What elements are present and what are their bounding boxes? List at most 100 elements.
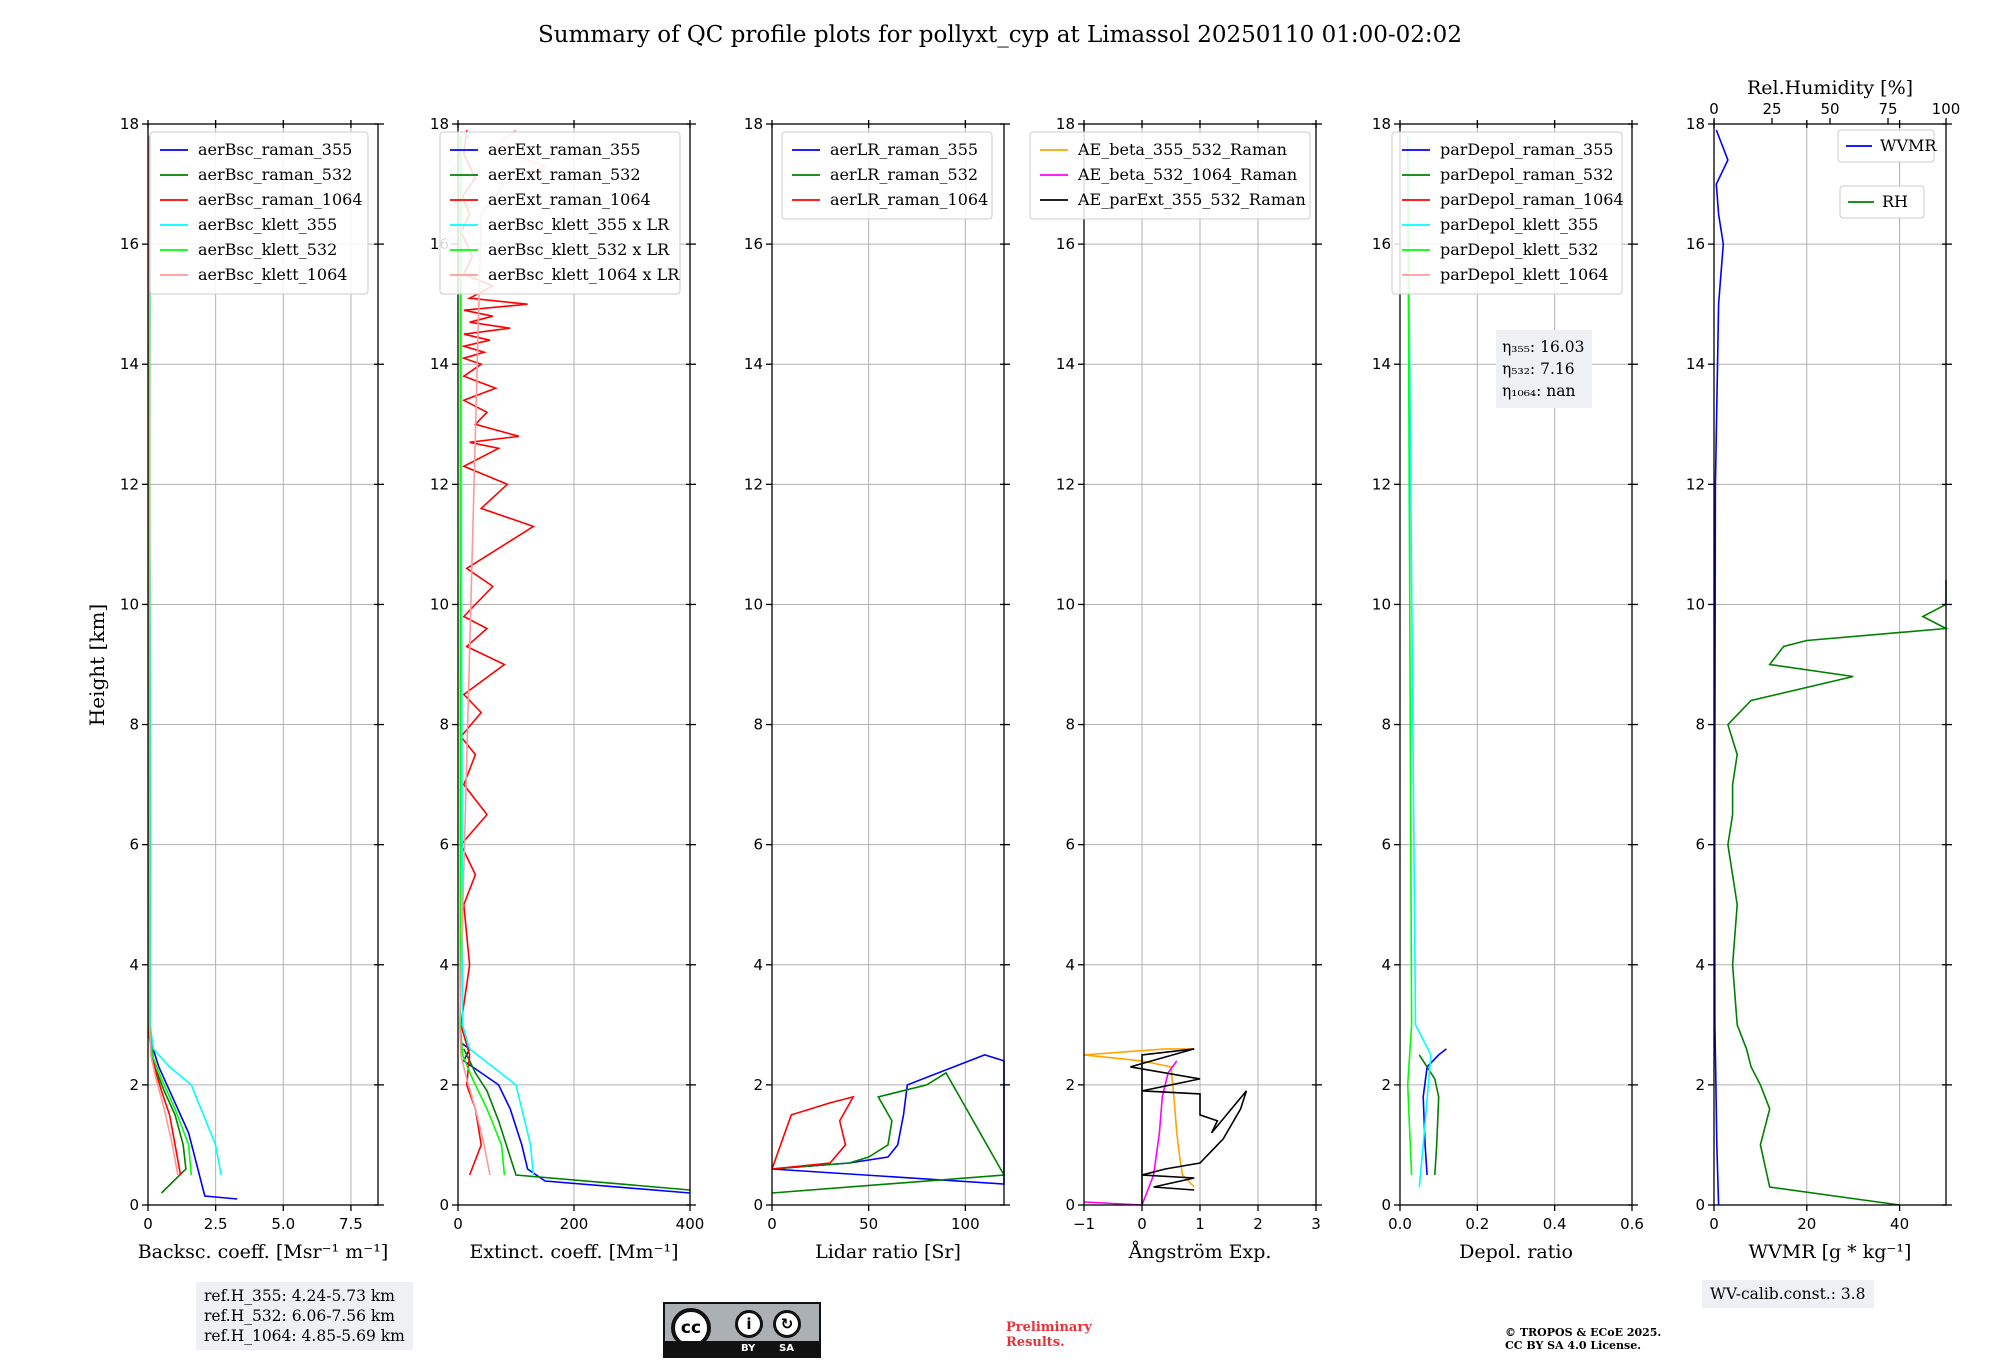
legend-box: [439, 131, 681, 295]
legend-label: aerExt_raman_355: [488, 140, 641, 159]
ytick-label: 6: [1695, 836, 1705, 854]
series-line-aerLR_raman_532: [771, 1071, 1006, 1194]
legend-label: aerBsc_klett_532: [198, 240, 337, 259]
ytick-label: 14: [1686, 355, 1705, 373]
xtick-label: 200: [560, 1215, 589, 1233]
legend-label: parDepol_raman_355: [1440, 140, 1613, 159]
axes-frame: [147, 123, 379, 1206]
legend-label: RH: [1882, 192, 1908, 211]
xtick-label: 0: [1709, 1215, 1719, 1233]
xtick-label: 50: [859, 1215, 878, 1233]
ytick-label: 10: [744, 595, 763, 613]
ytick-label: 2: [129, 1076, 139, 1094]
ytick-label: 18: [1056, 115, 1075, 133]
xtick-label: 0.2: [1465, 1215, 1489, 1233]
reference-height-box: ref.H_355: 4.24-5.73 km ref.H_532: 6.06-…: [196, 1282, 413, 1350]
ytick-label: 10: [1686, 595, 1705, 613]
ytick-label: 0: [1381, 1196, 1391, 1214]
ytick-label: 10: [1056, 595, 1075, 613]
ytick-label: 8: [129, 716, 139, 734]
xtick-label: 5.0: [271, 1215, 295, 1233]
ytick-label: 4: [439, 956, 449, 974]
copyright-note: © TROPOS & ECoE 2025. CC BY SA 4.0 Licens…: [1505, 1326, 1662, 1352]
xtick-label: 400: [676, 1215, 705, 1233]
legend-label: aerLR_raman_532: [830, 165, 978, 184]
legend-label: aerExt_raman_1064: [488, 190, 651, 209]
ytick-label: 16: [1372, 235, 1391, 253]
series-line-RH: [1726, 580, 1949, 1206]
ytick-label: 6: [1381, 836, 1391, 854]
share-alike-icon: ↻: [773, 1310, 801, 1338]
legend-box: [1029, 131, 1311, 220]
by-label: BY: [741, 1343, 756, 1354]
eta-box: [1496, 330, 1592, 408]
legend-label: parDepol_raman_532: [1440, 165, 1613, 184]
xtick-label: 2: [1253, 1215, 1263, 1233]
legend-label: aerLR_raman_1064: [830, 190, 988, 209]
ytick-label: 16: [120, 235, 139, 253]
axes-frame: [771, 123, 1005, 1206]
series-line-aerBsc_raman_532: [148, 136, 187, 1194]
ytick-label: 2: [753, 1076, 763, 1094]
xtick-label: 0: [453, 1215, 463, 1233]
ytick-label: 18: [430, 115, 449, 133]
xtick-label: −1: [1073, 1215, 1095, 1233]
eta-value: η₃₅₅: 16.03: [1502, 338, 1584, 356]
ref-height-532: ref.H_532: 6.06-7.56 km: [204, 1307, 395, 1325]
secondary-xtick-label: 50: [1820, 100, 1839, 118]
xtick-label: 0.4: [1543, 1215, 1567, 1233]
subplot-5: 0 2 4 6 8 10 12 14 16 18 0.0 0.2 0.4 0.6 Depol. ratio p…: [1372, 115, 1644, 1263]
ytick-label: 0: [439, 1196, 449, 1214]
legend-label: AE_beta_355_532_Raman: [1077, 140, 1287, 159]
xtick-label: 0: [143, 1215, 153, 1233]
series-line-aerBsc_klett_355 x LR: [460, 135, 535, 1176]
ref-height-355: ref.H_355: 4.24-5.73 km: [204, 1287, 395, 1305]
eta-value: η₅₃₂: 7.16: [1502, 360, 1575, 378]
ytick-label: 18: [120, 115, 139, 133]
ytick-label: 14: [1372, 355, 1391, 373]
legend-label: parDepol_klett_355: [1440, 215, 1598, 234]
ytick-label: 8: [753, 716, 763, 734]
x-axis-label: Backsc. coeff. [Msr⁻¹ m⁻¹]: [138, 1241, 389, 1263]
ytick-label: 16: [1686, 235, 1705, 253]
legend-box: [781, 131, 993, 220]
legend-label: parDepol_raman_1064: [1440, 190, 1624, 209]
legend-box: [1391, 131, 1623, 295]
series-line-WVMR: [1713, 129, 1729, 1206]
xtick-label: 0: [767, 1215, 777, 1233]
subplot-3: 0 2 4 6 8 10 12 14 16 18 0 50 100 Lidar ratio [Sr] aer…: [744, 115, 1010, 1263]
secondary-xtick-label: 25: [1762, 100, 1781, 118]
axes-frame: [1399, 123, 1633, 1206]
legend-label: aerBsc_raman_1064: [198, 190, 363, 209]
ytick-label: 4: [1065, 956, 1075, 974]
xtick-label: 0: [1137, 1215, 1147, 1233]
sa-label: SA: [779, 1343, 794, 1354]
legend-label: aerBsc_klett_532 x LR: [488, 240, 670, 259]
person-icon: i: [735, 1310, 763, 1338]
secondary-axis-label: Rel.Humidity [%]: [1747, 77, 1913, 99]
ytick-label: 0: [129, 1196, 139, 1214]
series-line-parDepol_klett_355: [1406, 135, 1432, 1188]
secondary-xtick-label: 0: [1709, 100, 1719, 118]
ytick-label: 12: [1056, 475, 1075, 493]
legend-label: AE_parExt_355_532_Raman: [1077, 190, 1306, 209]
legend-label: parDepol_klett_1064: [1440, 265, 1609, 284]
legend-box: [1839, 185, 1925, 219]
ytick-label: 2: [1695, 1076, 1705, 1094]
xtick-label: 0.0: [1388, 1215, 1412, 1233]
legend-label: aerBsc_klett_1064 x LR: [488, 265, 680, 284]
preliminary-note: Preliminary Results.: [1006, 1320, 1092, 1350]
ytick-label: 12: [120, 475, 139, 493]
ytick-label: 12: [1686, 475, 1705, 493]
x-axis-label: Depol. ratio: [1459, 1241, 1573, 1263]
axes-frame: [1713, 123, 1947, 1206]
ytick-label: 14: [1056, 355, 1075, 373]
ytick-label: 6: [439, 836, 449, 854]
ytick-label: 18: [1372, 115, 1391, 133]
legend-label: WVMR: [1880, 136, 1937, 155]
ytick-label: 12: [1372, 475, 1391, 493]
ytick-label: 6: [1065, 836, 1075, 854]
series-line-parDepol_raman_355: [1422, 1048, 1447, 1176]
ytick-label: 4: [753, 956, 763, 974]
